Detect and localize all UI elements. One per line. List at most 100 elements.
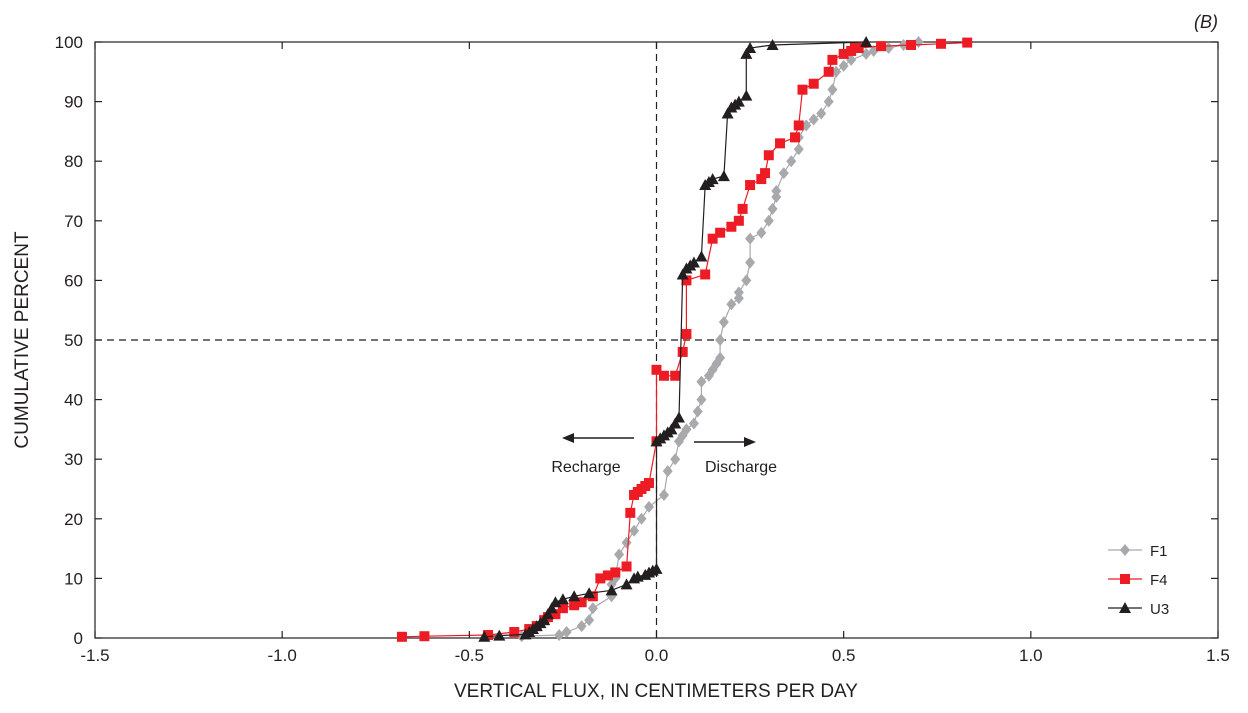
discharge-annotation: Discharge bbox=[694, 437, 777, 476]
series-line-f1 bbox=[521, 41, 919, 637]
data-point-f1 bbox=[658, 488, 669, 501]
discharge-arrowhead bbox=[744, 437, 756, 447]
y-tick-label: 80 bbox=[64, 152, 83, 171]
data-point-f1 bbox=[696, 393, 707, 406]
data-point-f1 bbox=[793, 143, 804, 156]
data-point-f1 bbox=[715, 351, 726, 364]
data-point-u3 bbox=[676, 268, 689, 280]
series-f1 bbox=[516, 36, 924, 643]
data-point-u3 bbox=[478, 630, 491, 642]
legend-item-f4: F4 bbox=[1108, 572, 1168, 589]
data-point-u3 bbox=[695, 250, 708, 262]
data-point-f1 bbox=[636, 512, 647, 525]
data-point-f4 bbox=[808, 78, 819, 89]
data-point-u3 bbox=[541, 608, 554, 620]
x-tick-label: -0.5 bbox=[455, 646, 484, 665]
data-point-f1 bbox=[767, 202, 778, 215]
data-point-f4 bbox=[726, 221, 737, 232]
data-point-f1 bbox=[696, 375, 707, 388]
legend: F1 F4 U3 bbox=[1108, 543, 1169, 618]
data-point-f4 bbox=[737, 203, 748, 214]
legend-item-f1: F1 bbox=[1108, 543, 1168, 560]
data-point-f1 bbox=[756, 226, 767, 239]
data-point-f4 bbox=[557, 603, 568, 614]
data-point-f1 bbox=[771, 185, 782, 197]
data-point-f4 bbox=[715, 227, 726, 238]
data-point-f4 bbox=[775, 138, 786, 149]
data-point-f4 bbox=[681, 329, 692, 340]
data-point-f4 bbox=[906, 39, 917, 50]
y-tick-label: 10 bbox=[64, 569, 83, 588]
data-point-u3 bbox=[568, 590, 581, 602]
y-tick-label: 70 bbox=[64, 212, 83, 231]
data-point-u3 bbox=[493, 629, 506, 641]
data-point-u3 bbox=[583, 587, 596, 599]
legend-label-f4: F4 bbox=[1150, 572, 1168, 589]
data-point-f4 bbox=[509, 627, 520, 638]
data-point-f1 bbox=[644, 500, 655, 513]
data-point-f1 bbox=[584, 614, 595, 627]
data-point-u3 bbox=[545, 602, 558, 614]
data-point-f1 bbox=[808, 113, 819, 126]
data-point-u3 bbox=[605, 584, 618, 596]
data-point-f4 bbox=[595, 573, 606, 584]
data-point-f4 bbox=[707, 233, 718, 244]
recharge-label: Recharge bbox=[551, 459, 620, 476]
data-point-u3 bbox=[721, 107, 734, 119]
data-point-f1 bbox=[614, 548, 625, 561]
data-point-f4 bbox=[700, 269, 711, 280]
data-point-f1 bbox=[692, 405, 703, 418]
data-point-u3 bbox=[717, 170, 730, 182]
data-point-f1 bbox=[688, 417, 699, 430]
legend-symbol-f4 bbox=[1120, 574, 1130, 584]
discharge-label: Discharge bbox=[705, 459, 777, 476]
data-point-f4 bbox=[838, 48, 849, 59]
data-point-u3 bbox=[740, 47, 753, 59]
data-point-f1 bbox=[587, 602, 598, 615]
legend-label-u3: U3 bbox=[1150, 601, 1169, 618]
data-point-f1 bbox=[662, 465, 673, 478]
x-tick-label: 0.0 bbox=[645, 646, 669, 665]
x-axis-title: VERTICAL FLUX, IN CENTIMETERS PER DAY bbox=[454, 681, 858, 702]
data-point-f4 bbox=[610, 567, 621, 578]
data-point-f4 bbox=[625, 507, 636, 518]
data-point-f4 bbox=[756, 174, 767, 185]
data-point-u3 bbox=[538, 614, 551, 626]
data-point-u3 bbox=[706, 173, 719, 185]
data-point-u3 bbox=[669, 417, 682, 429]
data-point-f4 bbox=[419, 631, 430, 642]
data-point-f4 bbox=[827, 54, 838, 65]
data-point-f4 bbox=[823, 66, 834, 77]
data-point-f1 bbox=[838, 59, 849, 72]
data-point-u3 bbox=[740, 89, 753, 101]
y-tick-label: 100 bbox=[55, 33, 83, 52]
data-point-f4 bbox=[670, 370, 681, 381]
data-point-f4 bbox=[745, 180, 756, 191]
x-tick-label: 0.5 bbox=[832, 646, 856, 665]
data-point-f1 bbox=[554, 629, 565, 642]
data-point-f4 bbox=[681, 275, 692, 286]
axis-ticks: -1.5 -1.0 -0.5 0.0 0.5 1.0 1.5 0 10 20 30 40 50 60 70 8… bbox=[55, 33, 1230, 665]
data-point-u3 bbox=[860, 36, 873, 47]
y-tick-label: 50 bbox=[64, 331, 83, 350]
legend-marker-f4 bbox=[1120, 574, 1130, 584]
data-point-u3 bbox=[549, 596, 562, 608]
legend-label-f1: F1 bbox=[1150, 543, 1168, 560]
data-point-f4 bbox=[760, 168, 771, 179]
data-point-f1 bbox=[778, 167, 789, 180]
data-point-u3 bbox=[732, 95, 745, 107]
legend-item-u3: U3 bbox=[1108, 601, 1169, 618]
legend-symbol-f1 bbox=[1120, 544, 1130, 556]
data-point-f4 bbox=[962, 37, 973, 48]
data-point-f4 bbox=[396, 631, 407, 642]
legend-marker-f1 bbox=[1120, 544, 1130, 556]
data-point-f1 bbox=[718, 316, 729, 329]
y-tick-label: 90 bbox=[64, 93, 83, 112]
data-point-f1 bbox=[561, 626, 572, 639]
data-point-f1 bbox=[733, 286, 744, 299]
data-point-f1 bbox=[726, 298, 737, 311]
y-tick-label: 20 bbox=[64, 510, 83, 529]
data-point-f4 bbox=[876, 41, 887, 52]
data-point-f1 bbox=[745, 256, 756, 269]
